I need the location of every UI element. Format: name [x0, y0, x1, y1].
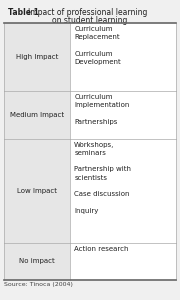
- Text: on student learning: on student learning: [52, 16, 128, 25]
- Bar: [70, 91, 176, 139]
- Text: Action research: Action research: [74, 246, 129, 252]
- Bar: [4, 91, 70, 139]
- Bar: [4, 243, 70, 280]
- Text: Workshops,
seminars

Partnership with
scientists

Case discussion

Inquiry: Workshops, seminars Partnership with sci…: [74, 142, 131, 214]
- Bar: [70, 243, 176, 280]
- Text: Impact of professional learning: Impact of professional learning: [28, 8, 147, 17]
- Text: High Impact: High Impact: [16, 54, 58, 60]
- Text: Table 1: Table 1: [8, 8, 39, 17]
- Bar: [70, 23, 176, 91]
- Text: Medium Impact: Medium Impact: [10, 112, 64, 118]
- Text: Low Impact: Low Impact: [17, 188, 57, 194]
- Text: Curriculum
Implementation

Partnerships: Curriculum Implementation Partnerships: [74, 94, 130, 125]
- Text: Curriculum
Replacement

Curriculum
Development: Curriculum Replacement Curriculum Develo…: [74, 26, 121, 65]
- Text: No impact: No impact: [19, 258, 55, 264]
- Text: Source: Tinoca (2004): Source: Tinoca (2004): [4, 282, 73, 287]
- Bar: [4, 23, 70, 91]
- Bar: [4, 139, 70, 243]
- Bar: [70, 139, 176, 243]
